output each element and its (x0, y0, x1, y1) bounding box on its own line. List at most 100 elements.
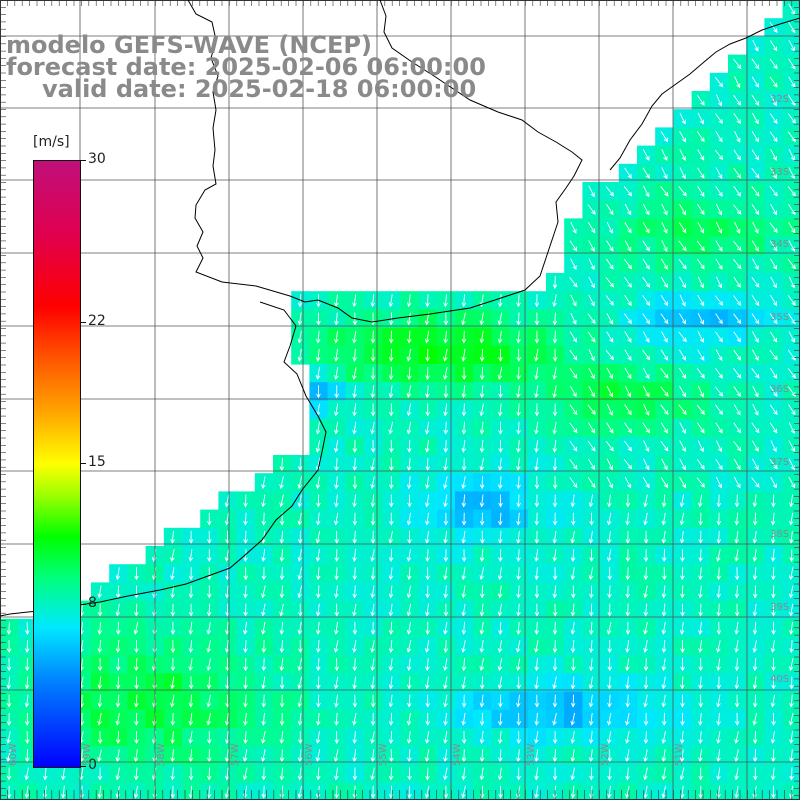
wind-arrow (443, 421, 449, 435)
wind-arrow (643, 585, 648, 599)
wind-arrow (716, 731, 721, 744)
wind-arrow (534, 294, 540, 308)
wind-arrow (443, 512, 449, 526)
wind-arrow (733, 295, 742, 306)
wind-speed-cell (782, 400, 800, 420)
wind-arrow (297, 530, 303, 544)
wind-arrow (134, 712, 139, 726)
wind-arrow (516, 385, 521, 399)
wind-arrow (497, 603, 503, 617)
wind-arrow (515, 658, 521, 672)
wind-arrow (370, 658, 375, 672)
wind-arrow (298, 640, 303, 654)
wind-arrow (443, 348, 448, 362)
wind-arrow (461, 439, 467, 453)
wind-arrow (297, 621, 303, 635)
wind-arrow (660, 313, 669, 325)
wind-arrow (698, 585, 703, 599)
wind-arrow (388, 348, 394, 362)
wind-arrow (461, 621, 467, 635)
wind-arrow (370, 712, 376, 726)
wind-arrow (552, 330, 558, 344)
wind-arrow (697, 112, 704, 125)
wind-arrow (115, 767, 121, 781)
wind-arrow (243, 494, 248, 508)
wind-arrow (407, 785, 412, 799)
wind-arrow (715, 113, 723, 124)
wind-arrow (352, 458, 358, 472)
wind-arrow (698, 567, 703, 581)
wind-arrow (751, 186, 760, 197)
wind-arrow (479, 312, 485, 326)
wind-arrow (279, 694, 285, 708)
wind-arrow (334, 694, 339, 708)
wind-arrow (333, 330, 339, 344)
wind-arrow (643, 530, 649, 544)
wind-arrow (643, 621, 648, 635)
wind-arrow (661, 494, 667, 508)
wind-arrow (697, 422, 705, 434)
wind-arrow (698, 676, 703, 690)
wind-arrow (534, 767, 539, 781)
wind-arrow (697, 440, 704, 453)
wind-arrow (697, 331, 704, 343)
wind-arrow (625, 530, 631, 544)
wind-arrow (607, 530, 612, 544)
wind-arrow (352, 676, 357, 690)
wind-arrow (388, 731, 394, 745)
wind-arrow (443, 767, 448, 781)
wind-arrow (752, 658, 758, 672)
latitude-label: 34S (770, 239, 790, 250)
longitude-label: 51W (674, 743, 685, 766)
latitude-label: 36S (770, 384, 790, 395)
wind-arrow (352, 767, 358, 781)
wind-arrow (588, 258, 595, 271)
wind-arrow (188, 767, 194, 781)
wind-arrow (443, 403, 448, 417)
wind-arrow (660, 404, 669, 416)
wind-arrow (698, 731, 703, 745)
wind-arrow (643, 785, 648, 799)
wind-arrow (733, 440, 742, 452)
wind-arrow (624, 295, 632, 307)
wind-arrow (698, 712, 703, 726)
wind-arrow (642, 349, 651, 361)
wind-arrow (698, 621, 703, 635)
wind-arrow (734, 640, 739, 653)
latitude-label: 37S (770, 456, 790, 468)
wind-arrow (297, 749, 303, 763)
wind-arrow (498, 785, 503, 799)
wind-arrow (751, 368, 760, 379)
wind-arrow (370, 494, 376, 508)
wind-arrow (224, 749, 230, 763)
wind-arrow (660, 276, 668, 289)
wind-arrow (297, 658, 303, 672)
wind-arrow (607, 494, 612, 508)
wind-arrow (642, 167, 650, 179)
wind-arrow (334, 658, 340, 672)
wind-arrow (570, 549, 576, 563)
wind-arrow (370, 348, 376, 362)
wind-arrow (733, 386, 742, 397)
wind-arrow (679, 131, 686, 143)
wind-arrow (279, 549, 285, 563)
wind-arrow (661, 640, 667, 654)
wind-arrow (534, 421, 539, 435)
wind-arrow (751, 131, 759, 143)
wind-arrow (660, 476, 668, 489)
wind-arrow (279, 658, 285, 672)
wind-arrow (678, 258, 687, 270)
wind-arrow (534, 640, 539, 653)
wind-arrow (714, 386, 724, 397)
wind-arrow (315, 767, 321, 781)
wind-arrow (297, 694, 303, 708)
wind-arrow (623, 186, 633, 197)
wind-arrow (770, 530, 776, 544)
wind-arrow (697, 312, 704, 325)
wind-arrow (733, 149, 741, 161)
wind-arrow (789, 731, 794, 744)
wind-arrow (716, 621, 722, 635)
wind-arrow (334, 603, 340, 617)
wind-arrow (734, 731, 739, 744)
wind-arrow (734, 494, 740, 508)
